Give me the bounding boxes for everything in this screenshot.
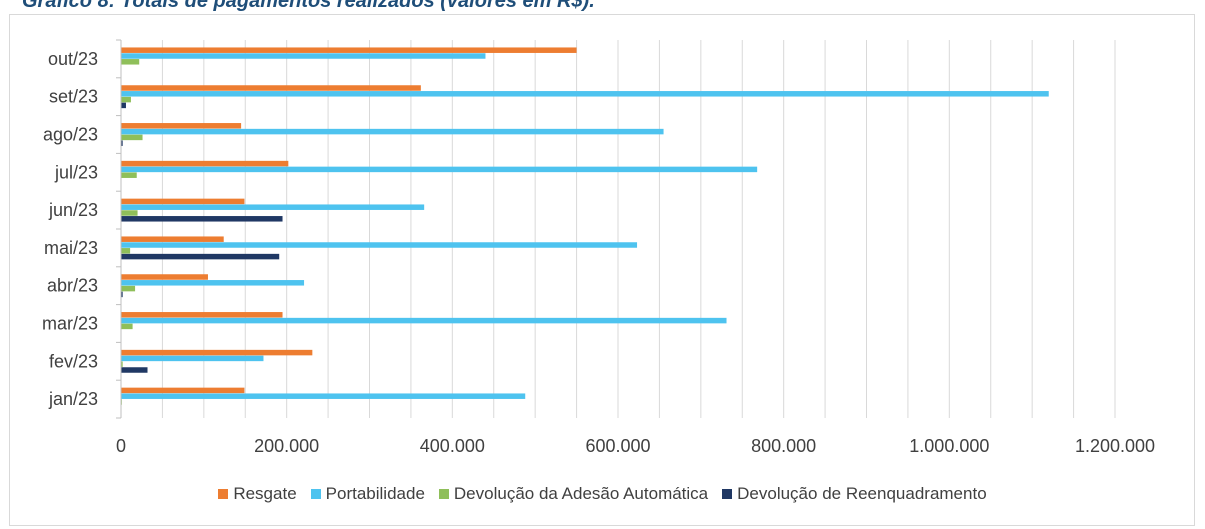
bar-devolu-o-da-ades-o-autom-tica-mai-23 xyxy=(121,248,131,254)
chart-caption: Gráfico 8: Totais de pagamentos realizad… xyxy=(22,0,595,12)
legend-swatch xyxy=(218,489,229,499)
bar-devolu-o-da-ades-o-autom-tica-mar-23 xyxy=(121,323,133,330)
legend-swatch xyxy=(722,489,733,499)
bar-portabilidade-jul-23 xyxy=(121,166,758,173)
chart-frame xyxy=(9,14,1195,526)
category-label: set/23 xyxy=(49,87,98,107)
category-label: abr/23 xyxy=(47,276,98,296)
bar-devolu-o-de-reenquadramento-jun-23 xyxy=(121,216,283,222)
bar-resgate-jul-23 xyxy=(121,160,289,167)
bar-portabilidade-jun-23 xyxy=(121,204,425,210)
bar-devolu-o-da-ades-o-autom-tica-fev-23 xyxy=(121,361,123,367)
bar-resgate-set-23 xyxy=(121,85,421,91)
bar-resgate-mai-23 xyxy=(121,236,224,242)
bar-resgate-jun-23 xyxy=(121,198,245,205)
bar-devolu-o-da-ades-o-autom-tica-jul-23 xyxy=(121,172,137,178)
category-label: ago/23 xyxy=(43,125,98,145)
bar-resgate-abr-23 xyxy=(121,274,208,280)
bar-devolu-o-de-reenquadramento-abr-23 xyxy=(121,291,123,298)
category-label: fev/23 xyxy=(49,351,98,371)
bar-portabilidade-ago-23 xyxy=(121,128,664,135)
bar-devolu-o-da-ades-o-autom-tica-out-23 xyxy=(121,59,140,65)
legend-label: Resgate xyxy=(233,484,297,503)
legend-label: Portabilidade xyxy=(325,484,425,503)
x-tick-label: 1.000.000 xyxy=(909,436,989,456)
category-label: jun/23 xyxy=(48,200,98,220)
bar-devolu-o-de-reenquadramento-mai-23 xyxy=(121,253,280,260)
category-label: jul/23 xyxy=(54,162,98,182)
x-tick-label: 200.000 xyxy=(254,436,319,456)
bar-devolu-o-da-ades-o-autom-tica-jun-23 xyxy=(121,210,138,216)
bar-portabilidade-mar-23 xyxy=(121,317,727,324)
bar-devolu-o-de-reenquadramento-fev-23 xyxy=(121,367,148,373)
legend-item: Resgate xyxy=(218,484,297,504)
bar-resgate-fev-23 xyxy=(121,349,313,356)
x-tick-label: 400.000 xyxy=(420,436,485,456)
x-tick-label: 0 xyxy=(116,436,126,456)
bar-portabilidade-mai-23 xyxy=(121,242,638,248)
legend-item: Devolução de Reenquadramento xyxy=(722,484,987,504)
category-label: jan/23 xyxy=(48,389,98,409)
x-tick-label: 800.000 xyxy=(751,436,816,456)
bar-devolu-o-de-reenquadramento-set-23 xyxy=(121,102,126,109)
bar-devolu-o-da-ades-o-autom-tica-set-23 xyxy=(121,96,131,103)
bar-portabilidade-abr-23 xyxy=(121,280,305,286)
bar-portabilidade-fev-23 xyxy=(121,355,264,362)
bar-devolu-o-da-ades-o-autom-tica-ago-23 xyxy=(121,134,143,141)
legend-swatch xyxy=(310,489,321,499)
legend-label: Devolução da Adesão Automática xyxy=(453,484,709,503)
bars xyxy=(121,47,1049,405)
category-label: mar/23 xyxy=(42,314,98,334)
x-tick-label: 1.200.000 xyxy=(1075,436,1155,456)
legend-swatch xyxy=(438,489,449,499)
bar-resgate-jan-23 xyxy=(121,387,245,394)
bar-resgate-out-23 xyxy=(121,47,577,53)
bar-chart: out/23 set/23 ago/23 jul/23 jun/23 mai/23 abr/… xyxy=(42,39,1155,456)
bar-devolu-o-de-reenquadramento-ago-23 xyxy=(121,140,123,146)
category-label: out/23 xyxy=(48,49,98,69)
bar-portabilidade-jan-23 xyxy=(121,393,526,399)
gridlines xyxy=(161,40,1116,418)
category-label: mai/23 xyxy=(44,238,98,258)
legend-item: Devolução da Adesão Automática xyxy=(438,484,709,504)
legend-item: Portabilidade xyxy=(310,484,425,504)
tick-labels: out/23 set/23 ago/23 jul/23 jun/23 mai/23 abr/… xyxy=(42,49,1155,456)
bar-resgate-ago-23 xyxy=(121,123,242,129)
bar-portabilidade-set-23 xyxy=(121,91,1049,97)
axes xyxy=(116,39,122,419)
x-tick-label: 600.000 xyxy=(585,436,650,456)
chart-legend: Resgate Portabilidade Devolução da Adesão … xyxy=(0,484,1205,504)
bar-portabilidade-out-23 xyxy=(121,53,486,59)
bar-resgate-mar-23 xyxy=(121,312,283,318)
bar-devolu-o-da-ades-o-autom-tica-abr-23 xyxy=(121,285,136,292)
legend-label: Devolução de Reenquadramento xyxy=(737,484,987,503)
